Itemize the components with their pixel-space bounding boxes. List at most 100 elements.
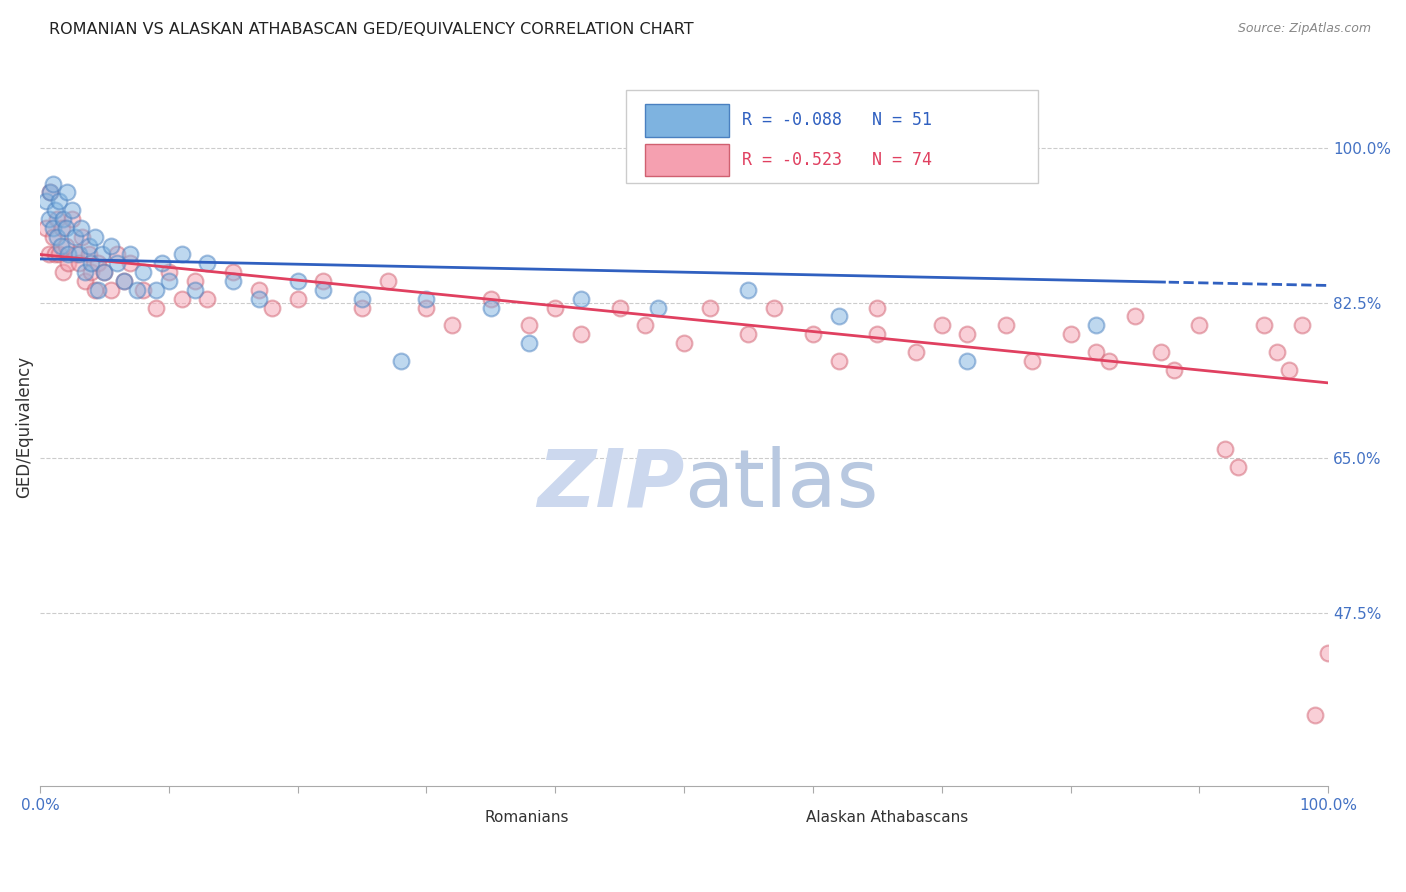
- Point: [544, 301, 567, 315]
- Point: [222, 274, 245, 288]
- Point: [60, 212, 83, 227]
- Point: [170, 292, 193, 306]
- FancyBboxPatch shape: [413, 805, 471, 829]
- Point: [415, 301, 437, 315]
- Point: [1213, 442, 1236, 457]
- Point: [157, 265, 180, 279]
- Point: [569, 327, 592, 342]
- Point: [197, 256, 219, 270]
- Point: [801, 327, 824, 342]
- Point: [1317, 646, 1340, 660]
- Point: [35, 194, 58, 209]
- Point: [247, 283, 270, 297]
- Point: [866, 301, 889, 315]
- FancyBboxPatch shape: [645, 144, 730, 176]
- Point: [60, 203, 83, 218]
- Point: [90, 247, 112, 261]
- Point: [1188, 318, 1211, 333]
- Point: [35, 221, 58, 235]
- Point: [647, 301, 669, 315]
- Text: Romanians: Romanians: [485, 810, 569, 825]
- Point: [312, 283, 335, 297]
- Point: [377, 274, 399, 288]
- Point: [260, 301, 283, 315]
- Point: [93, 265, 115, 279]
- Point: [44, 203, 66, 218]
- Point: [105, 247, 128, 261]
- Point: [183, 283, 205, 297]
- Point: [80, 265, 103, 279]
- Point: [44, 247, 66, 261]
- Point: [56, 186, 79, 200]
- Point: [58, 247, 80, 261]
- Point: [312, 274, 335, 288]
- Point: [827, 310, 849, 324]
- FancyBboxPatch shape: [645, 104, 730, 136]
- Point: [77, 247, 100, 261]
- Point: [1021, 353, 1043, 368]
- Point: [100, 283, 122, 297]
- Point: [80, 256, 103, 270]
- Point: [42, 177, 65, 191]
- Point: [247, 292, 270, 306]
- Point: [609, 301, 631, 315]
- Point: [866, 327, 889, 342]
- Point: [699, 301, 721, 315]
- Point: [170, 247, 193, 261]
- Point: [87, 256, 110, 270]
- Point: [125, 283, 148, 297]
- Point: [52, 265, 75, 279]
- Point: [48, 247, 70, 261]
- Text: Alaskan Athabascans: Alaskan Athabascans: [807, 810, 969, 825]
- Point: [1123, 310, 1146, 324]
- Point: [112, 274, 135, 288]
- Point: [956, 353, 979, 368]
- Point: [519, 318, 541, 333]
- Point: [222, 265, 245, 279]
- Point: [39, 186, 62, 200]
- Point: [132, 265, 155, 279]
- Point: [956, 327, 979, 342]
- Point: [55, 221, 77, 235]
- Point: [48, 194, 70, 209]
- Text: R = -0.088   N = 51: R = -0.088 N = 51: [742, 112, 932, 129]
- Point: [52, 212, 75, 227]
- Point: [1085, 344, 1108, 359]
- Point: [72, 229, 94, 244]
- Point: [1253, 318, 1275, 333]
- Point: [105, 256, 128, 270]
- Text: atlas: atlas: [685, 445, 879, 524]
- Point: [39, 186, 62, 200]
- Text: ROMANIAN VS ALASKAN ATHABASCAN GED/EQUIVALENCY CORRELATION CHART: ROMANIAN VS ALASKAN ATHABASCAN GED/EQUIV…: [49, 22, 693, 37]
- Point: [763, 301, 786, 315]
- Point: [1265, 344, 1288, 359]
- Text: ZIP: ZIP: [537, 445, 685, 524]
- Point: [673, 336, 696, 351]
- Text: R = -0.523   N = 74: R = -0.523 N = 74: [742, 151, 932, 169]
- Point: [183, 274, 205, 288]
- Point: [415, 292, 437, 306]
- Point: [87, 283, 110, 297]
- Point: [157, 274, 180, 288]
- Point: [737, 327, 759, 342]
- Point: [73, 265, 96, 279]
- Point: [904, 344, 927, 359]
- Point: [58, 256, 80, 270]
- Point: [51, 221, 73, 235]
- Point: [77, 238, 100, 252]
- Point: [38, 247, 60, 261]
- Point: [827, 353, 849, 368]
- Point: [389, 353, 412, 368]
- Point: [132, 283, 155, 297]
- Point: [737, 283, 759, 297]
- Point: [120, 256, 142, 270]
- Point: [67, 247, 90, 261]
- Point: [1163, 362, 1185, 376]
- Point: [100, 238, 122, 252]
- Point: [67, 256, 90, 270]
- Point: [197, 292, 219, 306]
- Point: [45, 212, 67, 227]
- Point: [1291, 318, 1313, 333]
- Point: [150, 256, 173, 270]
- Point: [350, 292, 373, 306]
